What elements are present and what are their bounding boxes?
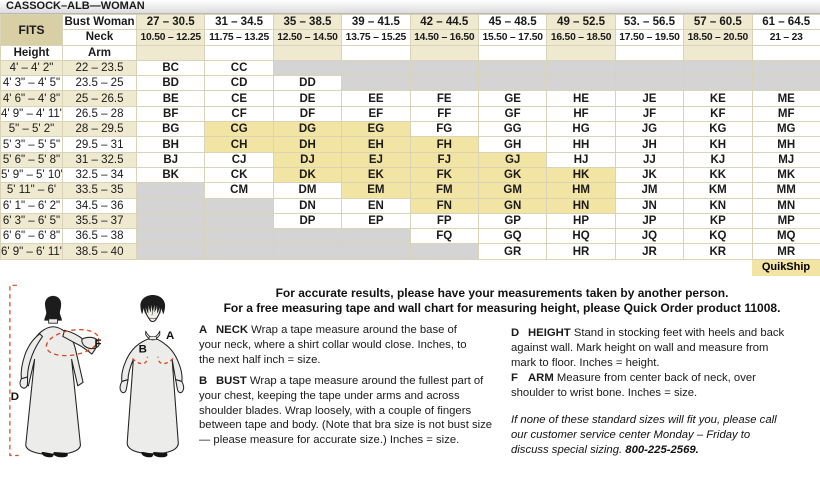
svg-text:D: D bbox=[11, 391, 19, 403]
svg-text:A: A bbox=[166, 330, 174, 342]
svg-text:F: F bbox=[95, 338, 102, 350]
svg-text:B: B bbox=[139, 343, 147, 355]
